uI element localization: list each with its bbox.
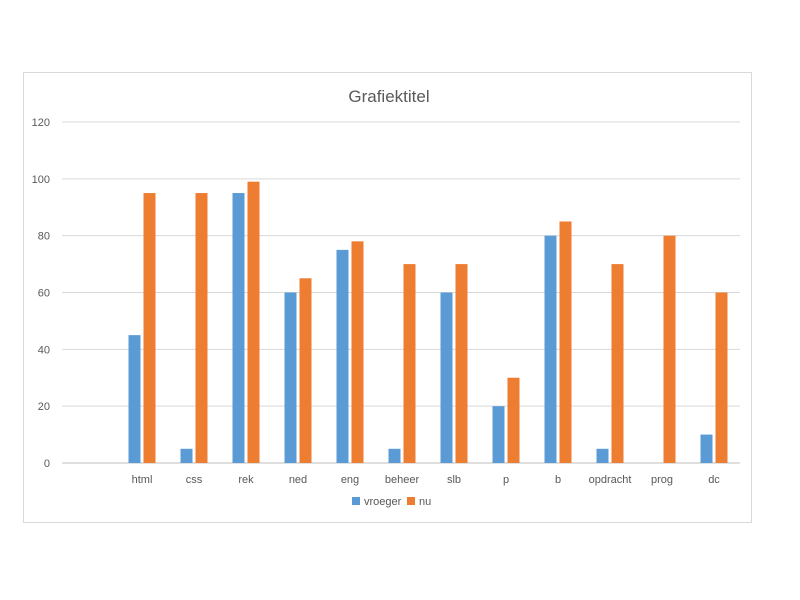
y-tick-label: 60 [38,288,50,300]
bar-nu-dc [715,292,728,463]
bar-vroeger-eng [336,249,349,463]
bar-nu-p [507,377,520,463]
bar-vroeger-beheer [388,448,401,463]
bar-vroeger-ned [284,292,297,463]
bar-nu-ned [299,278,312,463]
y-tick-label: 0 [44,458,50,470]
bar-nu-prog [663,235,676,463]
bar-nu-html [143,193,156,463]
x-tick-label: slb [447,474,461,486]
bar-nu-opdracht [611,264,624,463]
x-tick-label: beheer [385,474,420,486]
chart-title: Grafiektitel [348,87,429,106]
bar-vroeger-b [544,235,557,463]
y-tick-label: 20 [38,401,50,413]
x-axis: html css rek ned eng beheer slb p b opdracht prog d… [132,474,721,486]
gridlines [62,121,740,464]
bar-nu-slb [455,264,468,463]
x-tick-label: html [132,474,153,486]
y-axis: 0 20 40 60 80 100 120 [32,117,50,470]
legend-swatch-nu [407,497,415,505]
x-tick-label: opdracht [589,474,632,486]
x-tick-label: eng [341,474,359,486]
legend-label-nu: nu [419,496,431,508]
bar-vroeger-dc [700,434,713,463]
bar-vroeger-css [180,448,193,463]
x-tick-label: prog [651,474,673,486]
bar-vroeger-html [128,335,141,463]
x-tick-label: b [555,474,561,486]
bar-vroeger-p [492,406,505,463]
x-tick-label: ned [289,474,307,486]
bar-nu-b [559,221,572,463]
y-tick-label: 80 [38,231,50,243]
legend-label-vroeger: vroeger [364,496,402,508]
bar-nu-beheer [403,264,416,463]
bar-vroeger-rek [232,193,245,463]
bar-nu-eng [351,241,364,463]
y-tick-label: 120 [32,117,50,129]
x-tick-label: css [186,474,203,486]
legend-swatch-vroeger [352,497,360,505]
y-tick-label: 40 [38,344,50,356]
y-tick-label: 100 [32,174,50,186]
bar-nu-css [195,193,208,463]
bar-vroeger-slb [440,292,453,463]
x-tick-label: p [503,474,509,486]
x-tick-label: dc [708,474,720,486]
x-tick-label: rek [238,474,254,486]
bar-nu-rek [247,181,260,464]
bars [128,181,728,464]
legend: vroeger nu [352,496,431,508]
bar-vroeger-opdracht [596,448,609,463]
